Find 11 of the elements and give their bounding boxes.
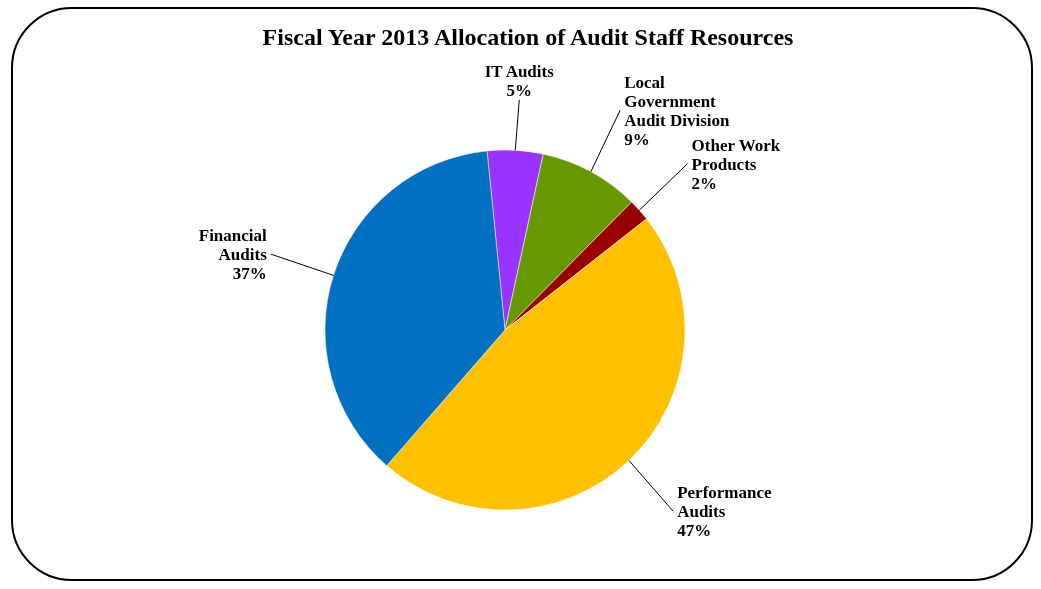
slice-label: Other Work Products bbox=[691, 135, 781, 174]
slice-label: Performance Audits bbox=[677, 483, 773, 522]
data-label: 5% bbox=[506, 80, 533, 100]
chart-title: Fiscal Year 2013 Allocation of Audit Staff Resources bbox=[262, 24, 794, 50]
slice-label: IT Audits bbox=[484, 61, 555, 81]
data-label: 37% bbox=[232, 264, 267, 284]
data-label: 47% bbox=[677, 521, 712, 541]
slice-label: Local Government Audit Division bbox=[624, 72, 731, 130]
slice-label: Financial Audits bbox=[198, 226, 268, 265]
data-label: 9% bbox=[624, 129, 650, 149]
data-label: 2% bbox=[691, 173, 718, 193]
